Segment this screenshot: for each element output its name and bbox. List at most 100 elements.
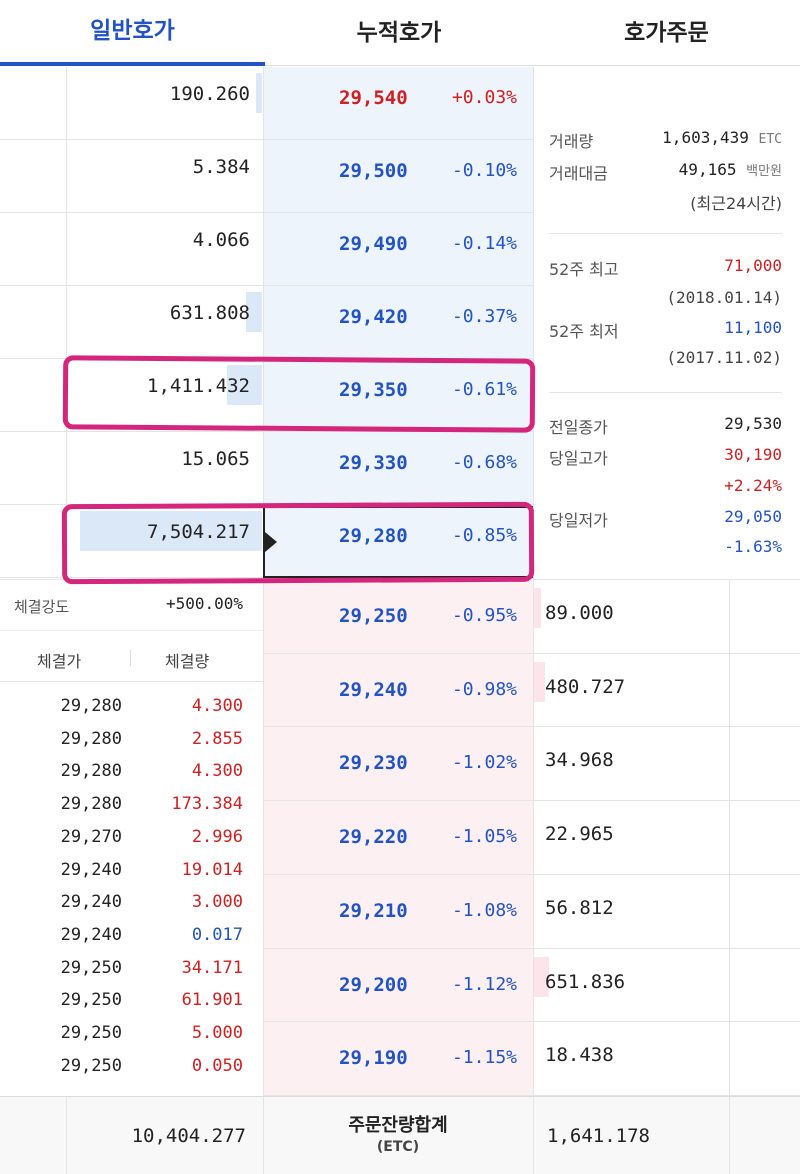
trade-row: 29,280 2.855 (0, 723, 262, 756)
day-low-row: 당일저가 29,050 (549, 507, 782, 531)
trade-qty: 173.384 (171, 794, 243, 814)
trade-row: 29,240 3.000 (0, 886, 262, 919)
bid-price-cell[interactable]: 29,250 -0.95% (263, 580, 533, 654)
ask-price-cell[interactable]: 29,500 -0.10% (263, 140, 533, 214)
divider (729, 580, 730, 1096)
amount-note: (최근24시간) (690, 194, 782, 213)
volume-unit: ETC (758, 132, 782, 147)
trade-qty: 5.000 (191, 1023, 243, 1043)
ask-qty-cell: 4.066 (66, 213, 262, 287)
divider (263, 67, 264, 1096)
bid-price: 29,210 (339, 900, 408, 922)
trade-row: 29,280 4.300 (0, 690, 262, 723)
trade-qty: 4.300 (191, 696, 243, 716)
bid-price-cell[interactable]: 29,240 -0.98% (263, 654, 533, 728)
strength-label: 체결강도 (14, 598, 70, 616)
ask-row[interactable]: 7,504.217 29,280 -0.85% (0, 505, 533, 579)
ask-row[interactable]: 4.066 29,490 -0.14% (0, 213, 533, 287)
amount-value: 49,165 백만원 (679, 160, 782, 179)
bid-qty: 89.000 (545, 602, 614, 624)
trade-price: 29,280 (60, 696, 122, 716)
amount-row: 거래대금 49,165 백만원 (549, 160, 782, 184)
bid-price-cell[interactable]: 29,210 -1.08% (263, 875, 533, 949)
trade-qty: 4.300 (191, 761, 243, 781)
bid-price-cell[interactable]: 29,190 -1.15% (263, 1022, 533, 1096)
bid-price-cell[interactable]: 29,220 -1.05% (263, 801, 533, 875)
bid-price: 29,190 (339, 1047, 408, 1069)
bid-price-cell[interactable]: 29,230 -1.02% (263, 727, 533, 801)
prev-close-value: 29,530 (724, 414, 782, 433)
tab-orderbook-order[interactable]: 호가주문 (624, 20, 709, 46)
bid-row[interactable]: 29,240 -0.98% 480.727 (263, 654, 800, 728)
ask-depth-bar (246, 292, 262, 332)
ask-price: 29,490 (339, 233, 408, 255)
ask-price: 29,350 (339, 379, 408, 401)
bid-change: -0.98% (451, 679, 517, 700)
bid-price: 29,240 (339, 679, 408, 701)
trade-price: 29,250 (60, 958, 122, 978)
divider (0, 431, 533, 432)
ask-row[interactable]: 1,411.432 29,350 -0.61% (0, 359, 533, 433)
ask-qty-cell: 5.384 (66, 140, 262, 214)
ask-row[interactable]: 631.808 29,420 -0.37% (0, 286, 533, 360)
tab-cumulative-orderbook[interactable]: 누적호가 (356, 20, 442, 46)
bid-row[interactable]: 29,250 -0.95% 89.000 (263, 580, 800, 654)
trade-price: 29,270 (60, 827, 122, 847)
high52-date-row: (2018.01.14) (549, 288, 782, 312)
trade-row: 29,240 19.014 (0, 854, 262, 887)
trade-price: 29,240 (60, 892, 122, 912)
bid-total: 1,641.178 (547, 1125, 650, 1147)
divider (0, 579, 263, 580)
ask-price-cell[interactable]: 29,330 -0.68% (263, 432, 533, 506)
divider (0, 504, 533, 505)
divider (0, 212, 533, 213)
trade-price: 29,240 (60, 860, 122, 880)
ask-row[interactable]: 190.260 29,540 +0.03% (0, 67, 533, 141)
bid-qty-cell: 651.836 (533, 949, 729, 1023)
volume-number: 1,603,439 (662, 128, 749, 147)
tab-general-orderbook[interactable]: 일반호가 (0, 0, 265, 66)
bid-row[interactable]: 29,230 -1.02% 34.968 (263, 727, 800, 801)
ask-change: -0.10% (451, 160, 517, 181)
ask-price-cell[interactable]: 29,350 -0.61% (263, 359, 533, 433)
tab-bar: 일반호가 누적호가 호가주문 (0, 0, 800, 66)
divider (729, 1097, 730, 1174)
trade-row: 29,280 4.300 (0, 755, 262, 788)
volume-label: 거래량 (549, 132, 594, 151)
bid-row[interactable]: 29,210 -1.08% 56.812 (263, 875, 800, 949)
trade-price: 29,250 (60, 1056, 122, 1076)
bid-qty-cell: 480.727 (533, 654, 729, 728)
ask-qty-cell: 7,504.217 (66, 505, 262, 579)
ask-price: 29,540 (339, 87, 408, 109)
amount-note-row: (최근24시간) (549, 190, 782, 214)
bid-depth-bar (533, 957, 549, 997)
ask-price-cell[interactable]: 29,490 -0.14% (263, 213, 533, 287)
trade-price: 29,250 (60, 1023, 122, 1043)
ask-change: -0.14% (451, 233, 517, 254)
trade-qty: 61.901 (181, 990, 243, 1010)
ask-row[interactable]: 5.384 29,500 -0.10% (0, 140, 533, 214)
ask-row[interactable]: 15.065 29,330 -0.68% (0, 432, 533, 506)
order-total-label: 주문잔량합계 (348, 1115, 448, 1136)
divider (263, 1097, 264, 1174)
trade-price: 29,280 (60, 794, 122, 814)
ask-price-cell[interactable]: 29,280 -0.85% (263, 505, 533, 579)
bid-row[interactable]: 29,190 -1.15% 18.438 (263, 1022, 800, 1096)
trade-row: 29,250 5.000 (0, 1017, 262, 1050)
highlight-box (61, 501, 535, 585)
ask-price-cell[interactable]: 29,420 -0.37% (263, 286, 533, 360)
bid-qty-cell: 18.438 (533, 1022, 729, 1096)
bid-qty-cell: 22.965 (533, 801, 729, 875)
ask-price-cell[interactable]: 29,540 +0.03% (263, 67, 533, 141)
bid-qty: 18.438 (545, 1044, 614, 1066)
day-high-row: 당일고가 30,190 (549, 445, 782, 469)
day-high-change-row: +2.24% (549, 476, 782, 500)
trade-price: 29,250 (60, 990, 122, 1010)
high52-label: 52주 최고 (549, 260, 619, 279)
bid-depth-bar (533, 662, 545, 702)
ask-total: 10,404.277 (131, 1125, 246, 1147)
bid-qty: 56.812 (545, 897, 614, 919)
bid-row[interactable]: 29,200 -1.12% 651.836 (263, 949, 800, 1023)
bid-price-cell[interactable]: 29,200 -1.12% (263, 949, 533, 1023)
bid-row[interactable]: 29,220 -1.05% 22.965 (263, 801, 800, 875)
